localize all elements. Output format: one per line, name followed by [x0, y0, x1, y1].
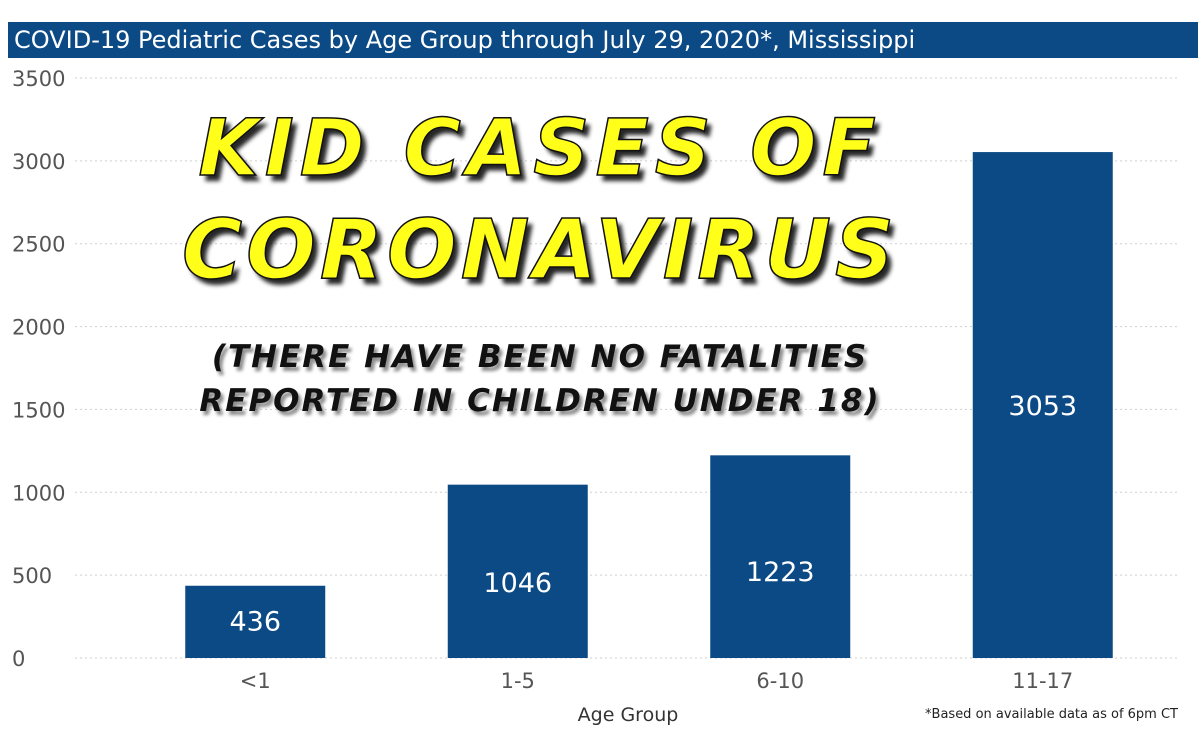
x-category-label: 1-5: [501, 669, 535, 693]
x-category-label: <1: [240, 669, 271, 693]
subtext-line-2: reported in children under 18): [199, 383, 881, 419]
bars: 436 1046 1223 3053: [185, 152, 1113, 658]
bar-value-label: 3053: [1008, 391, 1077, 422]
y-axis-ticks: 0 500 1000 1500 2000 2500 3000 3500: [12, 67, 65, 671]
y-tick-label: 2000: [12, 316, 65, 340]
y-tick-label: 1500: [12, 398, 65, 422]
headline-line-2: Coronavirus: [181, 203, 898, 298]
x-category-label: 11-17: [1012, 669, 1073, 693]
x-axis-categories: <1 1-5 6-10 11-17: [240, 669, 1074, 693]
bar-3: [972, 152, 1113, 658]
bar-2: [710, 455, 851, 658]
y-tick-label: 0: [12, 647, 25, 671]
bar-value-label: 1223: [746, 557, 815, 588]
headline-line-1: Kid Cases of: [198, 104, 882, 194]
y-tick-label: 1000: [12, 481, 65, 505]
x-category-label: 6-10: [756, 669, 804, 693]
bar-0: [185, 585, 326, 658]
chart-title: COVID-19 Pediatric Cases by Age Group th…: [8, 22, 1198, 58]
y-tick-label: 500: [12, 564, 52, 588]
footnote: *Based on available data as of 6pm CT: [925, 707, 1178, 722]
y-tick-label: 3500: [12, 67, 65, 91]
x-axis-title: Age Group: [578, 704, 679, 726]
bar-1: [447, 484, 588, 658]
bar-value-label: 436: [229, 607, 281, 638]
y-tick-label: 2500: [12, 233, 65, 257]
subtext-line-1: (there have been no fatalities: [211, 339, 869, 375]
bar-value-label: 1046: [483, 568, 552, 599]
y-tick-label: 3000: [12, 150, 65, 174]
